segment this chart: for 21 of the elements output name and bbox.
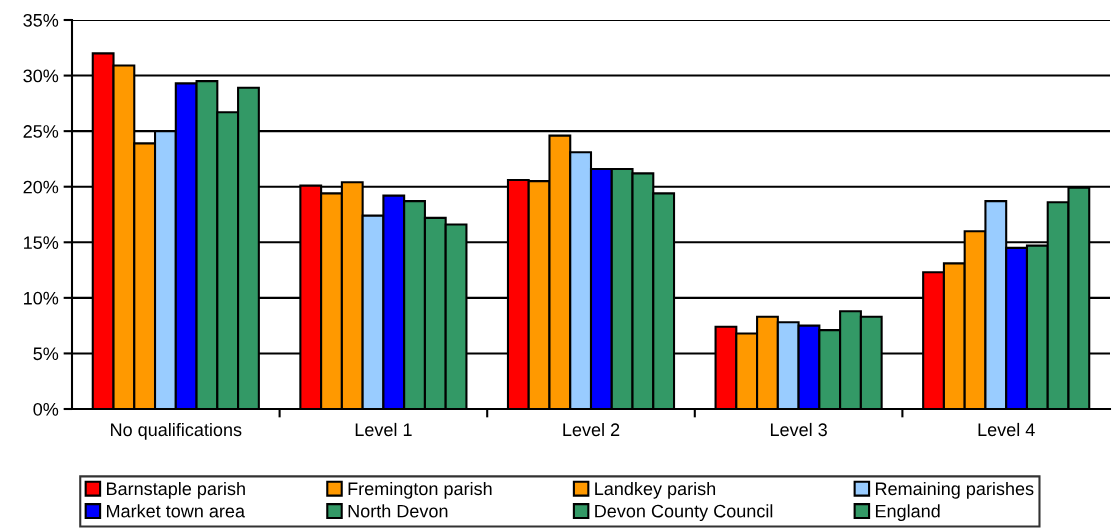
y-tick-label: 10% (24, 291, 59, 305)
legend-label: England (875, 504, 940, 522)
x-tick-label: Level 1 (355, 422, 412, 437)
y-tick-label: 30% (23, 69, 59, 83)
x-tick-label: No qualifications (111, 422, 242, 440)
legend-label: North Devon (348, 504, 448, 518)
y-tick-label: 25% (23, 125, 59, 138)
legend-label: Fremington parish (348, 481, 492, 499)
y-tick-label: 35% (23, 13, 59, 27)
x-tick-label: Level 2 (563, 422, 620, 437)
legend-label: Market town area (107, 504, 246, 518)
legend-label: Devon County Council (595, 504, 773, 522)
legend-label: Landkey parish (595, 481, 716, 499)
x-tick-label: Level 4 (978, 422, 1035, 437)
legend-label: Remaining parishes (875, 481, 1034, 499)
y-tick-label: 15% (24, 236, 59, 250)
y-tick-label: 5% (33, 347, 59, 361)
y-tick-label: 0% (33, 402, 59, 416)
legend-label: Barnstaple parish (107, 481, 245, 499)
y-tick-label: 20% (23, 180, 59, 194)
x-tick-label: Level 3 (770, 422, 827, 437)
